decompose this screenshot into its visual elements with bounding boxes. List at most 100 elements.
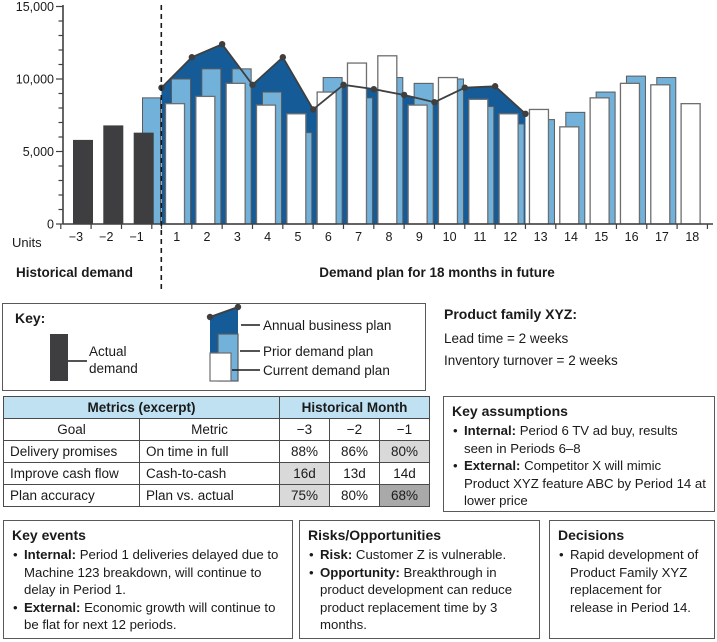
bar-current-plan-month-9 xyxy=(407,104,428,225)
inventory-turnover-line: Inventory turnover = 2 weeks xyxy=(444,353,618,368)
x-label-month-16: 16 xyxy=(625,230,639,244)
value-cell: 68% xyxy=(379,484,430,507)
future-demand-plan-label: Demand plan for 18 months in future xyxy=(319,265,555,280)
x-label-month-4: 4 xyxy=(264,230,271,244)
col-month-minus1: −1 xyxy=(379,418,430,441)
y-tick-label: 0 xyxy=(47,218,54,232)
metric-cell: On time in full xyxy=(139,440,280,463)
x-label-month-10: 10 xyxy=(443,230,457,244)
y-tick-label: 10,000 xyxy=(16,73,54,87)
business-plan-marker-1.5 xyxy=(188,54,196,61)
x-label-month-−2: −2 xyxy=(99,230,113,244)
assumption-item-internal: Internal: Period 6 TV ad buy, results se… xyxy=(452,422,706,457)
lead-time-line: Lead time = 2 weeks xyxy=(444,331,569,346)
legend-label-current: Current demand plan xyxy=(263,363,390,378)
x-label-month-13: 13 xyxy=(534,230,548,244)
col-goal: Goal xyxy=(3,418,140,441)
bar-current-plan-month-14 xyxy=(559,126,580,225)
current-plan-swatch xyxy=(209,352,232,382)
risks-opportunities-title: Risks/Opportunities xyxy=(308,527,442,543)
x-label-month-1: 1 xyxy=(173,230,180,244)
bar-current-plan-month-16 xyxy=(619,82,641,225)
value-cell: 16d xyxy=(279,462,330,485)
col-metric: Metric xyxy=(139,418,280,441)
y-tick-label: 15,000 xyxy=(16,0,54,14)
business-plan-marker-11.5 xyxy=(491,83,499,90)
x-label-month-3: 3 xyxy=(234,230,241,244)
metrics-table: Metrics (excerpt) Historical Month Goal … xyxy=(3,396,430,507)
annual-business-plan-line xyxy=(158,41,529,118)
bar-current-plan-month-15 xyxy=(589,97,610,225)
y-tick-label: 5,000 xyxy=(23,145,54,159)
metric-cell: Plan vs. actual xyxy=(139,484,280,507)
x-label-month-9: 9 xyxy=(416,230,423,244)
opportunity-item: Opportunity: Breakthrough in product dev… xyxy=(308,564,531,634)
business-plan-marker-7.5 xyxy=(370,85,378,93)
decisions-title: Decisions xyxy=(558,527,625,543)
event-item-external: External: Economic growth will continue … xyxy=(12,599,284,634)
x-label-month-2: 2 xyxy=(204,230,211,244)
product-family-info: Product family XYZ: Lead time = 2 weeks … xyxy=(444,306,714,372)
value-cell: 75% xyxy=(279,484,330,507)
x-label-month-15: 15 xyxy=(594,230,608,244)
demand-chart-area: 0 5,000 10,000 15,000 −3 −2 −1 1 2 3 4 5 6 7 8 9 10 11 12 1… xyxy=(0,0,717,298)
event-item-internal: Internal: Period 1 deliveries delayed du… xyxy=(12,546,284,599)
historical-month-header: Historical Month xyxy=(279,396,430,419)
legend-box: Key: Actual demand Annual business plan … xyxy=(2,303,426,391)
value-cell: 80% xyxy=(329,484,380,507)
legend-label-prior: Prior demand plan xyxy=(263,344,374,359)
value-cell: 13d xyxy=(329,462,380,485)
legend-label-annual: Annual business plan xyxy=(263,318,392,333)
key-assumptions-title: Key assumptions xyxy=(452,403,568,419)
x-label-month-11: 11 xyxy=(473,230,486,244)
business-plan-marker-2.5 xyxy=(218,41,226,48)
bar-current-plan-month-1 xyxy=(164,103,186,225)
bar-current-plan-month-4 xyxy=(255,104,277,225)
table-row: Improve cash flow Cash-to-cash 16d 13d 1… xyxy=(3,462,430,485)
bar-current-plan-month-5 xyxy=(286,113,307,225)
bar-current-plan-month-8 xyxy=(377,55,398,225)
bar-current-plan-month-18 xyxy=(680,103,701,225)
historical-demand-label: Historical demand xyxy=(16,265,133,280)
risks-opportunities-box: Risks/Opportunities Risk: Customer Z is … xyxy=(299,520,540,639)
metrics-excerpt-header: Metrics (excerpt) xyxy=(3,396,280,419)
bar-current-plan-month-11 xyxy=(468,98,489,225)
table-row: Plan accuracy Plan vs. actual 75% 80% 68… xyxy=(3,484,430,507)
business-plan-marker-3.5 xyxy=(249,81,256,89)
table-column-row: Goal Metric −3 −2 −1 xyxy=(3,418,430,441)
decisions-box: Decisions Rapid development of Product F… xyxy=(549,520,715,639)
x-label-month-17: 17 xyxy=(655,230,669,244)
legend-label-actual: Actual demand xyxy=(89,344,138,376)
bar-current-plan-month-13 xyxy=(528,108,550,225)
x-label-month-14: 14 xyxy=(564,230,578,244)
business-plan-marker-10.5 xyxy=(461,84,468,91)
key-events-title: Key events xyxy=(12,527,86,543)
business-plan-marker-6.5 xyxy=(340,81,347,89)
bar-current-plan-month-2 xyxy=(195,95,216,225)
x-label-month-18: 18 xyxy=(685,230,699,244)
bar-current-plan-month-12 xyxy=(498,113,519,225)
x-label-month-6: 6 xyxy=(325,230,332,244)
business-plan-marker-8.5 xyxy=(400,91,408,99)
business-plan-marker-5.5 xyxy=(309,106,317,113)
metric-cell: Cash-to-cash xyxy=(139,462,280,485)
x-label-month-12: 12 xyxy=(503,230,517,244)
business-plan-line-swatch xyxy=(209,306,239,318)
decision-item: Rapid development of Product Family XYZ … xyxy=(558,546,706,616)
value-cell: 86% xyxy=(329,440,380,463)
bar-current-plan-month-17 xyxy=(650,84,671,225)
annual-business-plan-area xyxy=(161,44,526,225)
x-label-month-−3: −3 xyxy=(69,230,83,244)
col-month-minus3: −3 xyxy=(279,418,330,441)
assumption-item-external: External: Competitor X will mimic Produc… xyxy=(452,457,706,510)
value-cell: 80% xyxy=(379,440,430,463)
value-cell: 14d xyxy=(379,462,430,485)
value-cell: 88% xyxy=(279,440,330,463)
key-assumptions-box: Key assumptions Internal: Period 6 TV ad… xyxy=(443,396,715,512)
x-label-month-7: 7 xyxy=(355,230,362,244)
table-row: Delivery promises On time in full 88% 86… xyxy=(3,440,430,463)
annual-business-plan-swatch xyxy=(210,307,238,353)
